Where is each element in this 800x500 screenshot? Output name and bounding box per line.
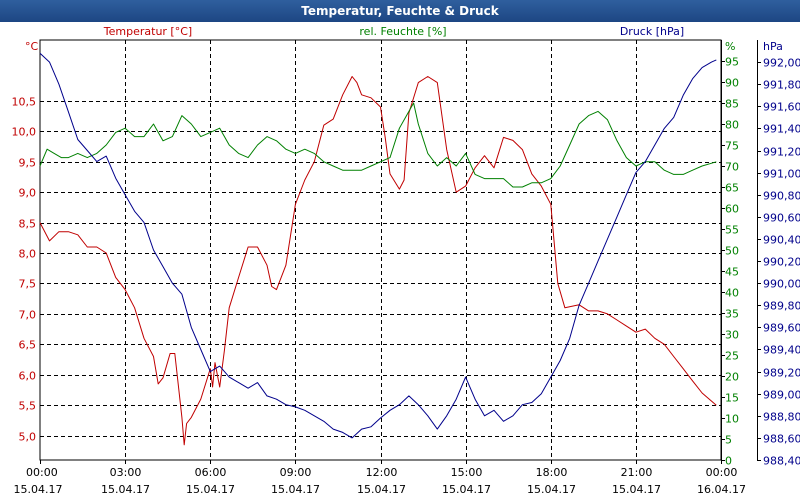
y-tick-left: 5,5 [19, 400, 37, 413]
y-tick-right2: 990,80 [763, 190, 800, 203]
y-tick-right2: 989,60 [763, 322, 800, 335]
y-tick-right1: 95 [725, 56, 739, 69]
y-tick-right1: 60 [725, 203, 739, 216]
chart-title: Temperatur, Feuchte & Druck [0, 0, 800, 22]
x-tick-time: 06:00 [195, 466, 227, 479]
y-tick-right1: 70 [725, 161, 739, 174]
x-tick-date: 15.04.17 [357, 483, 406, 496]
y-tick-right2: 990,60 [763, 212, 800, 225]
y-tick-left: 8,0 [19, 248, 37, 261]
x-tick-time: 18:00 [536, 466, 568, 479]
y-tick-right2: 991,40 [763, 123, 800, 136]
left-axis-title: Temperatur [°C] [103, 25, 192, 38]
y-tick-right1: 55 [725, 224, 739, 237]
y-tick-right1: 20 [725, 371, 739, 384]
y-tick-right1: 35 [725, 308, 739, 321]
y-tick-left: 7,0 [19, 309, 37, 322]
series-line-right2 [39, 52, 717, 439]
y-tick-right1: 45 [725, 266, 739, 279]
y-tick-left: 10,5 [12, 96, 37, 109]
right2-axis-unit: hPa [763, 40, 783, 53]
x-tick-time: 21:00 [621, 466, 653, 479]
y-tick-left: 5,0 [19, 431, 37, 444]
y-tick-right1: 5 [725, 434, 732, 447]
y-tick-right1: 75 [725, 140, 739, 153]
y-tick-right1: 80 [725, 119, 739, 132]
left-axis-unit: °C [25, 40, 39, 53]
y-tick-right2: 991,20 [763, 146, 800, 159]
y-tick-right1: 90 [725, 77, 739, 90]
y-tick-right1: 40 [725, 287, 739, 300]
y-tick-right1: 10 [725, 413, 739, 426]
y-tick-right2: 990,00 [763, 278, 800, 291]
x-tick-time: 09:00 [280, 466, 312, 479]
y-tick-right1: 65 [725, 182, 739, 195]
x-tick-date: 15.04.17 [527, 483, 576, 496]
x-tick-date: 15.04.17 [271, 483, 320, 496]
y-tick-left: 6,0 [19, 370, 37, 383]
y-tick-right1: 0 [725, 455, 732, 468]
series-group [39, 52, 717, 446]
x-tick-date: 15.04.17 [186, 483, 235, 496]
y-tick-right2: 988,60 [763, 433, 800, 446]
y-tick-right2: 990,40 [763, 234, 800, 247]
y-tick-right2: 992,00 [763, 57, 800, 70]
series-line-left [39, 76, 717, 446]
y-tick-right2: 988,40 [763, 455, 800, 468]
y-tick-right2: 991,60 [763, 101, 800, 114]
x-tick-time: 00:00 [706, 466, 738, 479]
y-tick-right2: 991,00 [763, 168, 800, 181]
x-tick-date: 15.04.17 [14, 483, 63, 496]
y-tick-right1: 85 [725, 98, 739, 111]
y-tick-right2: 991,80 [763, 79, 800, 92]
y-tick-left: 7,5 [19, 278, 37, 291]
y-tick-right1: 15 [725, 392, 739, 405]
series-line-right1 [39, 102, 717, 188]
y-tick-left: 6,5 [19, 339, 37, 352]
x-tick-time: 03:00 [110, 466, 142, 479]
y-tick-right2: 989,80 [763, 300, 800, 313]
tick-labels: 5,05,56,06,57,07,58,08,59,09,510,010,500… [12, 25, 800, 496]
y-tick-right2: 989,20 [763, 367, 800, 380]
x-tick-time: 12:00 [366, 466, 398, 479]
y-tick-right1: 30 [725, 329, 739, 342]
x-tick-date: 15.04.17 [442, 483, 491, 496]
right1-axis-title: rel. Feuchte [%] [359, 25, 446, 38]
y-tick-right2: 990,20 [763, 256, 800, 269]
y-tick-left: 9,5 [19, 157, 37, 170]
x-tick-time: 15:00 [451, 466, 483, 479]
right1-axis-unit: % [725, 40, 735, 53]
y-tick-left: 9,0 [19, 187, 37, 200]
x-tick-time: 00:00 [26, 466, 58, 479]
y-tick-right2: 989,40 [763, 344, 800, 357]
x-tick-date: 16.04.17 [697, 483, 746, 496]
grid [39, 39, 761, 464]
right2-axis-title: Druck [hPa] [620, 25, 684, 38]
x-tick-date: 15.04.17 [612, 483, 661, 496]
y-tick-left: 8,5 [19, 218, 37, 231]
y-tick-left: 10,0 [12, 126, 37, 139]
y-tick-right1: 50 [725, 245, 739, 258]
y-tick-right2: 989,00 [763, 389, 800, 402]
y-tick-right1: 25 [725, 350, 739, 363]
chart-area: 5,05,56,06,57,07,58,08,59,09,510,010,500… [0, 22, 800, 500]
y-tick-right2: 988,80 [763, 411, 800, 424]
x-tick-date: 15.04.17 [101, 483, 150, 496]
